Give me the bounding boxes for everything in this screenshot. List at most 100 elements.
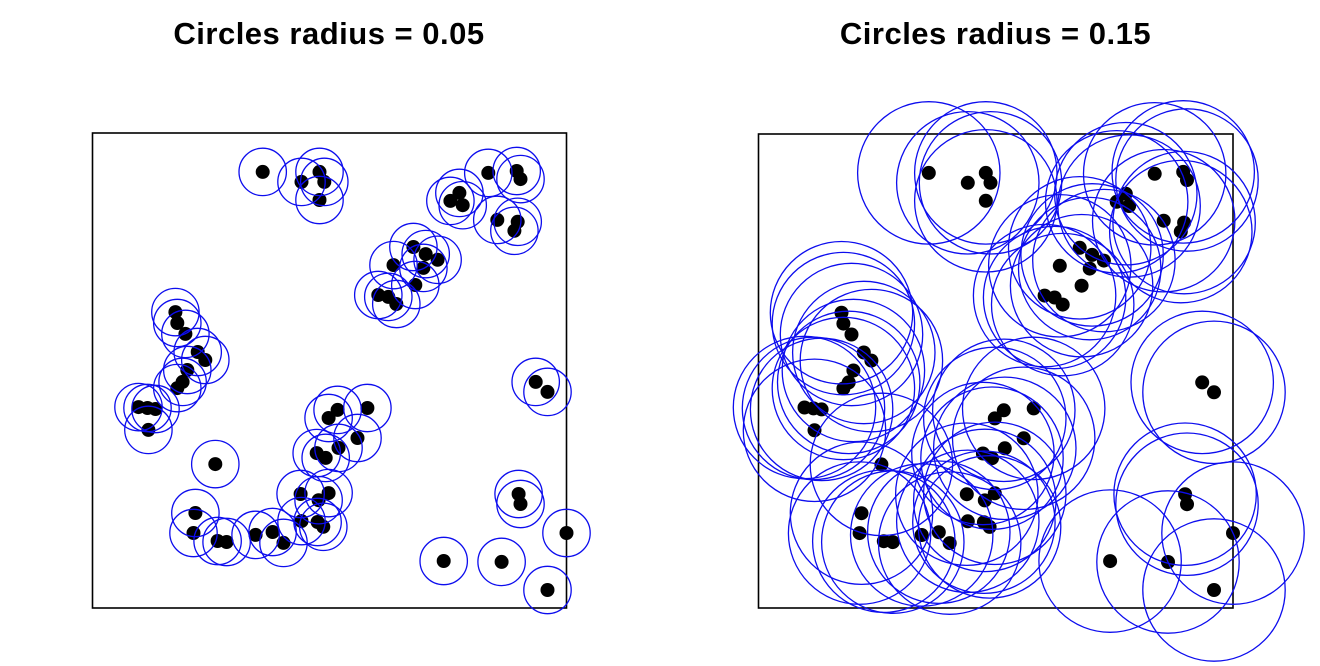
radius-circle (511, 357, 561, 407)
radius-circle (463, 148, 513, 198)
radius-circle (299, 157, 349, 207)
radius-circle (820, 470, 965, 614)
radius-circle (477, 537, 526, 587)
radius-circle (1007, 175, 1152, 320)
radius-circle (413, 235, 462, 285)
radius-circle (789, 441, 934, 586)
radius-circle (1082, 101, 1227, 246)
data-point-dot (1052, 258, 1067, 273)
radius-circle (304, 468, 353, 518)
data-point-dot (321, 411, 336, 425)
data-point-dot (1074, 278, 1089, 293)
data-point-dot (921, 165, 936, 180)
radius-circle (771, 251, 916, 396)
data-point-dot (1207, 583, 1221, 597)
radius-circle (496, 479, 545, 529)
radius-circle (390, 260, 440, 310)
data-point-dot (1195, 375, 1210, 390)
data-point-dot (430, 252, 445, 267)
radius-circle (894, 422, 1039, 567)
radius-circle (152, 298, 202, 348)
radius-circle (990, 232, 1135, 377)
data-point-dot (834, 305, 849, 320)
data-point-dot (248, 527, 263, 542)
data-point-dot (318, 450, 333, 465)
radius-circle (259, 518, 308, 568)
data-point-dot (852, 526, 867, 541)
data-point-dot (148, 402, 163, 416)
data-point-dot (188, 506, 203, 520)
radius-circle (401, 229, 451, 279)
data-point-dot (960, 175, 975, 190)
radius-circle (922, 421, 1067, 566)
radius-circle (304, 393, 353, 443)
data-point-dot (443, 193, 458, 208)
data-point-dot (1016, 431, 1031, 446)
radius-circles (732, 100, 1305, 662)
radius-circle (161, 309, 210, 359)
data-point-dot (997, 441, 1012, 456)
data-point-dot (513, 497, 528, 511)
radius-circle (295, 175, 344, 225)
panel-left (91, 132, 591, 615)
data-point-dot (982, 519, 997, 534)
radius-circle (313, 385, 362, 435)
radius-circle (180, 335, 230, 385)
radius-circle (492, 146, 542, 196)
radius-circle (1038, 489, 1182, 633)
radius-circle (276, 469, 325, 519)
data-point-dot (942, 536, 957, 551)
data-point-dot (987, 411, 1002, 426)
radius-circle (932, 376, 1077, 521)
data-point-dot (494, 554, 509, 569)
radius-circle (238, 147, 288, 197)
radius-circle (1161, 461, 1305, 605)
radius-circle (114, 382, 163, 432)
radius-circle (1113, 422, 1257, 567)
data-point-dot (1207, 385, 1221, 400)
data-point-dot (1082, 261, 1097, 276)
radius-circle (987, 193, 1132, 338)
data-point-dot (1026, 401, 1041, 416)
radius-circle (742, 358, 887, 503)
data-point-dot (528, 374, 543, 389)
radius-circle (791, 280, 936, 425)
radius-circle (1032, 188, 1176, 333)
data-point-dot (255, 164, 270, 179)
data-point-dot (874, 457, 889, 472)
radius-circle (363, 272, 413, 322)
radius-circle (1130, 310, 1275, 455)
radius-circle (169, 508, 218, 558)
radius-circle (162, 345, 212, 395)
data-point-dot (1103, 554, 1118, 569)
radius-circle (493, 197, 543, 247)
data-point-dot (198, 353, 213, 367)
radius-circle (158, 357, 207, 407)
radius-circle (1108, 159, 1253, 304)
radius-circle (912, 450, 1056, 595)
data-point-dot (170, 381, 185, 396)
panel-title-right: Circles radius = 0.15 (839, 16, 1152, 51)
data-point-dot (996, 403, 1011, 418)
radius-circle (438, 180, 488, 230)
data-point-dot (1147, 166, 1162, 181)
data-points (131, 164, 574, 597)
data-point-dot (885, 535, 900, 550)
data-point-dot (985, 451, 999, 466)
radius-circle (298, 502, 348, 552)
data-point-dot (513, 172, 528, 187)
radius-circle (1142, 518, 1286, 662)
radius-circle (277, 157, 326, 207)
panel-right (732, 100, 1305, 662)
data-point-dot (294, 174, 309, 189)
radius-circle (1096, 490, 1240, 634)
radius-circle (151, 287, 200, 337)
radius-circle (496, 154, 545, 204)
data-point-dot (180, 363, 195, 377)
data-point-dot (418, 247, 433, 262)
data-point-dot (960, 514, 975, 529)
radius-circle (920, 386, 1064, 531)
data-point-dot (170, 316, 185, 330)
